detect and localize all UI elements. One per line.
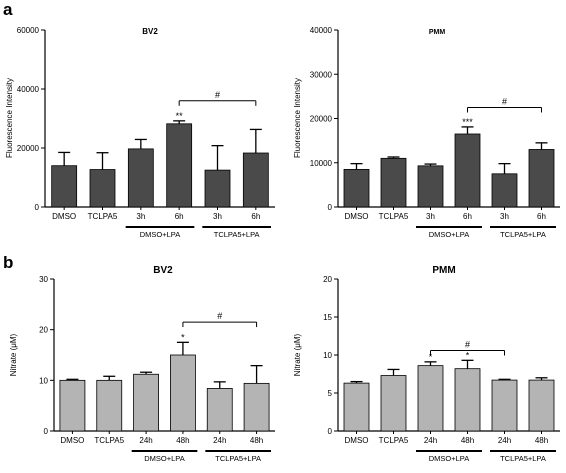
chart2-bar [454,133,481,208]
chart1-x-tick-label: 3h [136,212,145,221]
chart1-bracket-label: # [215,90,220,100]
chart4-y-tick-label: 10 [323,351,332,360]
chart4-bracket-label: # [465,339,470,349]
chart3-bar [170,354,196,432]
chart2-y-tick-label: 10000 [310,159,333,168]
chart1-group-label: DMSO+LPA [140,230,181,239]
chart3-x-tick-label: 24h [213,436,226,445]
chart4-title: PMM [432,265,455,276]
chart2-y-axis-label: Fluorescence Intensity [293,78,302,158]
chart1-title: BV2 [142,27,158,36]
chart2-x-tick-label: 3h [500,212,509,221]
chart1-x-tick-label: 6h [251,212,260,221]
chart3-x-tick-label: 48h [250,436,263,445]
chart1-x-tick-label: TCLPA5 [88,212,118,221]
chart1-y-tick-label: 20000 [17,144,40,153]
chart3-group-label: DMSO+LPA [144,454,185,463]
chart1-significance-marker: ** [176,111,184,121]
chart4-group-label: DMSO+LPA [429,454,470,463]
chart2-bar [491,173,518,208]
chart3-significance-marker: * [181,332,185,342]
chart2-y-tick-label: 0 [328,203,333,212]
chart4-y-tick-label: 20 [323,275,332,284]
chart3-y-tick-label: 20 [39,326,48,335]
chart4-bar [528,379,555,432]
chart1-y-tick-label: 40000 [17,85,40,94]
chart3-y-tick-label: 0 [44,427,49,436]
chart1-y-tick-label: 0 [35,203,40,212]
chart1-y-tick-label: 60000 [17,26,40,35]
chart3-x-tick-label: TCLPA5 [94,436,124,445]
chart1-bar [51,165,78,208]
chart4-bar [343,382,370,432]
chart3-bar [59,379,86,432]
chart3-x-tick-label: 48h [176,436,189,445]
chart2-group-label: TCLPA5+LPA [500,230,546,239]
chart4-bar [417,365,444,432]
chart2-bar [417,165,444,208]
chart1-bar [166,123,193,208]
chart2-group-label: DMSO+LPA [429,230,470,239]
panel-label-a: a [3,0,13,19]
chart1-bar [242,152,269,208]
chart4-x-tick-label: 48h [535,436,548,445]
chart2-x-tick-label: DMSO [345,212,369,221]
chart4-x-tick-label: 48h [461,436,474,445]
chart3-y-axis-label: Nitrate (μM) [9,333,18,376]
chart2-significance-marker: *** [462,117,473,127]
panel-label-b: b [3,253,13,272]
chart3-bar [133,373,159,432]
chart1-y-axis-label: Fluorescence Intensity [5,78,14,158]
chart3-title: BV2 [153,265,173,276]
chart2-x-tick-label: 3h [426,212,435,221]
chart3-group-label: TCLPA5+LPA [215,454,261,463]
chart1-x-tick-label: 3h [213,212,222,221]
chart3-bar [243,382,270,432]
chart4-group-label: TCLPA5+LPA [500,454,546,463]
chart4-x-tick-label: TCLPA5 [379,436,409,445]
chart3-x-tick-label: DMSO [60,436,84,445]
chart2-x-tick-label: TCLPA5 [379,212,409,221]
chart2-y-tick-label: 40000 [310,26,333,35]
chart4-y-tick-label: 5 [328,389,333,398]
chart1-bar [204,169,231,208]
chart2-bar [528,149,555,208]
chart2-bar [343,168,370,208]
chart2-bracket-label: # [502,96,507,106]
chart2-y-tick-label: 20000 [310,115,333,124]
chart3-y-tick-label: 10 [39,376,48,385]
chart4-bar [491,379,518,432]
chart1-bar [127,148,154,208]
chart4-y-axis-label: Nitrate (μM) [293,333,302,376]
chart2-bar [380,157,407,208]
chart4-y-tick-label: 0 [328,427,333,436]
chart2-title: PMM [429,29,446,36]
chart4-significance-marker: * [429,352,433,362]
chart4-x-tick-label: 24h [498,436,511,445]
chart3-x-tick-label: 24h [139,436,152,445]
chart2-x-tick-label: 6h [537,212,546,221]
chart4-x-tick-label: 24h [424,436,437,445]
chart4-y-tick-label: 15 [323,313,332,322]
chart2-x-tick-label: 6h [463,212,472,221]
chart1-group-label: TCLPA5+LPA [214,230,260,239]
chart4-bar [454,368,481,432]
chart4-x-tick-label: DMSO [345,436,369,445]
chart3-bar [206,388,233,432]
chart3-bracket-label: # [217,311,222,321]
chart4-significance-marker: * [466,350,470,360]
chart2-y-tick-label: 30000 [310,70,333,79]
chart1-x-tick-label: DMSO [52,212,76,221]
chart3-y-tick-label: 30 [39,275,48,284]
chart3-bar [96,379,123,432]
chart4-bar [380,375,407,432]
chart1-bar [89,169,116,208]
chart1-x-tick-label: 6h [175,212,184,221]
